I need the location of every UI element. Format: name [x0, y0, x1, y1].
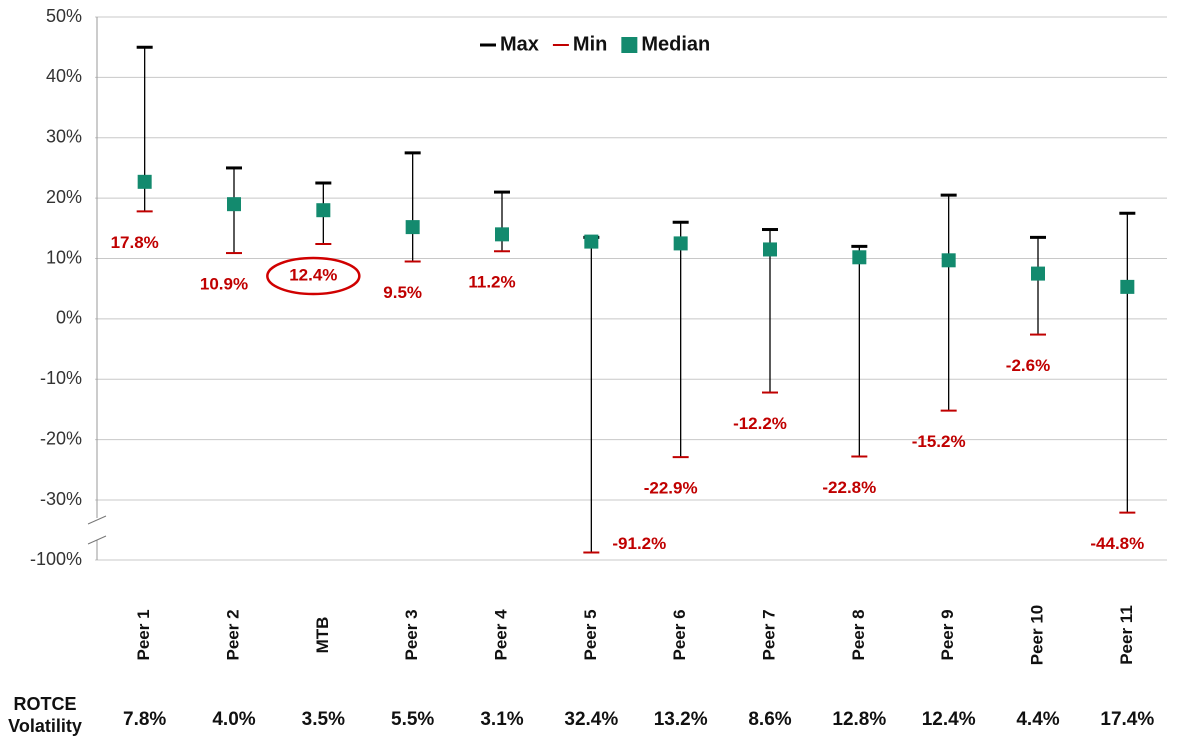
median-marker [852, 250, 867, 265]
min-label: -91.2% [612, 534, 666, 553]
volatility-value: 17.4% [1100, 709, 1154, 730]
y-tick-label: 10% [46, 247, 82, 267]
y-tick-label: -10% [40, 368, 82, 388]
median-marker [495, 227, 509, 242]
min-label: -22.9% [644, 479, 698, 498]
volatility-value: 3.5% [302, 709, 345, 730]
legend-label: Max [500, 33, 539, 55]
median-marker [316, 203, 331, 218]
median-marker [763, 242, 777, 257]
x-tick-label: Peer 11 [1117, 605, 1136, 665]
volatility-value: 3.1% [480, 709, 523, 730]
median-marker [584, 234, 599, 249]
median-marker [405, 220, 420, 235]
y-tick-label: -20% [40, 428, 82, 448]
x-tick-label: Peer 1 [134, 609, 153, 660]
min-label: 11.2% [468, 273, 515, 292]
x-tick-label: Peer 7 [759, 609, 778, 660]
volatility-value: 4.4% [1016, 709, 1059, 730]
median-marker [137, 174, 152, 189]
legend-label: Median [641, 33, 710, 55]
legend-label: Min [573, 33, 607, 55]
x-tick-label: Peer 5 [581, 609, 600, 660]
min-label: 9.5% [383, 283, 422, 302]
volatility-label-box: ROTCE Volatility [8, 694, 82, 736]
volatility-value: 4.0% [212, 709, 255, 730]
y-tick-label: 30% [46, 127, 82, 147]
x-tick-label: MTB [313, 617, 332, 654]
median-marker [227, 197, 241, 212]
median-marker [1031, 266, 1045, 281]
highlight-circle [266, 256, 361, 296]
median-marker [941, 253, 956, 268]
axis-break [87, 515, 107, 525]
min-label: 10.9% [200, 275, 248, 294]
x-tick-label: Peer 4 [491, 609, 510, 661]
x-tick-label: Peer 9 [938, 609, 957, 660]
y-tick-label: -100% [30, 549, 82, 569]
volatility-value: 12.4% [922, 709, 976, 730]
volatility-label: ROTCE Volatility [8, 694, 82, 736]
legend-swatch [621, 37, 638, 53]
volatility-value: 7.8% [123, 709, 166, 730]
volatility-value: 8.6% [748, 709, 791, 730]
min-label: -22.8% [822, 478, 876, 497]
volatility-value: 13.2% [654, 709, 708, 730]
min-label: -44.8% [1090, 534, 1144, 553]
x-tick-label: Peer 8 [849, 609, 868, 660]
y-tick-label: 40% [46, 66, 82, 86]
volatility-value: 32.4% [564, 709, 618, 730]
y-tick-label: 50% [46, 6, 82, 26]
y-tick-label: -30% [40, 489, 82, 509]
y-tick-label: 0% [56, 308, 82, 328]
min-label: -15.2% [912, 432, 966, 451]
min-label: -2.6% [1006, 356, 1050, 375]
x-tick-label: Peer 2 [223, 609, 242, 660]
x-tick-label: Peer 6 [670, 609, 689, 660]
x-tick-label: Peer 3 [402, 609, 421, 660]
median-marker [1120, 279, 1135, 294]
volatility-value: 12.8% [832, 709, 886, 730]
min-label: 12.4% [289, 265, 337, 284]
volatility-value: 5.5% [391, 709, 434, 730]
x-tick-label: Peer 10 [1027, 605, 1046, 666]
median-marker [673, 236, 688, 251]
min-label: -12.2% [733, 414, 787, 433]
axis-break [87, 535, 107, 545]
min-label: 17.8% [111, 233, 159, 252]
y-tick-label: 20% [46, 187, 82, 207]
